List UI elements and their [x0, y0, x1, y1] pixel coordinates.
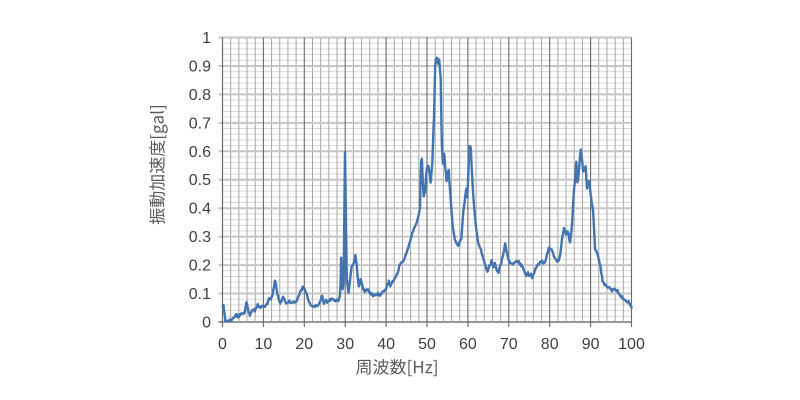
svg-text:50: 50	[418, 336, 436, 353]
svg-text:1: 1	[202, 30, 211, 47]
svg-text:0.5: 0.5	[189, 172, 211, 189]
svg-text:0.3: 0.3	[189, 229, 211, 246]
svg-text:60: 60	[459, 336, 477, 353]
svg-text:0: 0	[202, 315, 211, 332]
svg-text:20: 20	[295, 336, 313, 353]
svg-text:0.7: 0.7	[189, 115, 211, 132]
svg-text:40: 40	[377, 336, 395, 353]
svg-text:0.9: 0.9	[189, 58, 211, 75]
svg-text:100: 100	[618, 336, 645, 353]
svg-text:0.4: 0.4	[189, 201, 211, 218]
svg-text:0.1: 0.1	[189, 286, 211, 303]
svg-text:0.6: 0.6	[189, 144, 211, 161]
svg-text:90: 90	[582, 336, 600, 353]
svg-text:30: 30	[336, 336, 354, 353]
svg-text:0.8: 0.8	[189, 87, 211, 104]
svg-text:10: 10	[255, 336, 273, 353]
svg-text:80: 80	[541, 336, 559, 353]
svg-text:0: 0	[218, 336, 227, 353]
svg-text:0.2: 0.2	[189, 258, 211, 275]
svg-text:70: 70	[500, 336, 518, 353]
